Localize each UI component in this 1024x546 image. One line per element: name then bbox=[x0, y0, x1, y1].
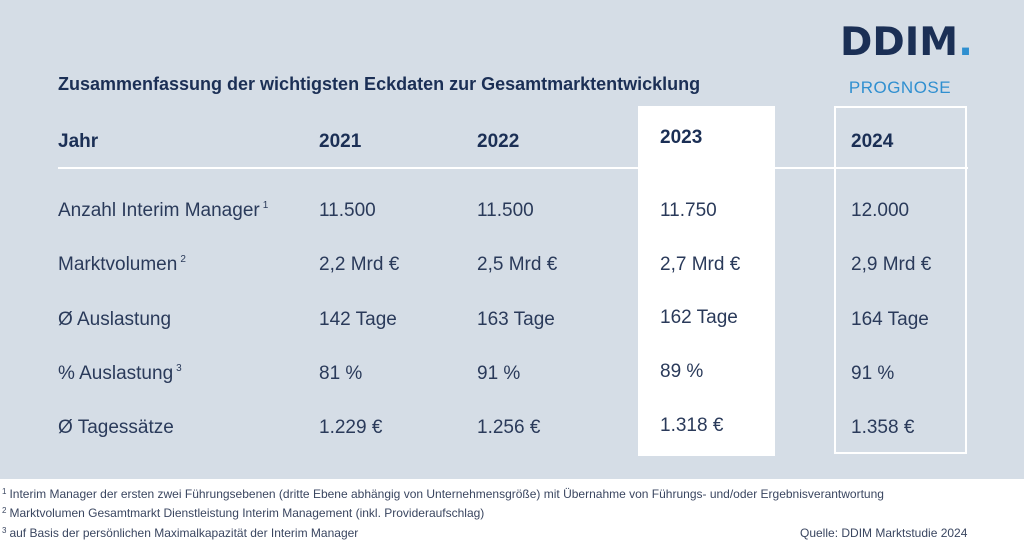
header-jahr: Jahr bbox=[58, 131, 99, 152]
table-cell: 142 Tage bbox=[319, 309, 397, 330]
footnote-mark: 1 bbox=[2, 487, 7, 496]
row-label-text: % Auslastung bbox=[58, 363, 174, 384]
footnote-1: 1 Interim Manager der ersten zwei Führung… bbox=[2, 487, 884, 501]
table-cell: 163 Tage bbox=[477, 309, 555, 330]
row-label-text: Marktvolumen bbox=[58, 254, 178, 275]
footnote-mark: 3 bbox=[2, 526, 7, 535]
table-cell: 2,2 Mrd € bbox=[319, 254, 400, 275]
row-label-marktvolumen: Marktvolumen 2 bbox=[58, 254, 186, 276]
table-cell: 1.256 € bbox=[477, 417, 541, 438]
source-note: Quelle: DDIM Marktstudie 2024 bbox=[800, 526, 968, 540]
table-cell: 2,7 Mrd € bbox=[660, 254, 741, 275]
table-cell: 11.500 bbox=[319, 200, 376, 221]
highlight-2023-column bbox=[638, 106, 775, 456]
row-label-auslastung-prozent: % Auslastung 3 bbox=[58, 363, 182, 385]
forecast-2024-frame bbox=[834, 106, 967, 454]
table-cell: 12.000 bbox=[851, 200, 910, 221]
table-cell: 89 % bbox=[660, 361, 704, 382]
footnote-ref: 1 bbox=[262, 200, 269, 211]
footnote-ref: 3 bbox=[176, 363, 182, 374]
table-cell: 2,9 Mrd € bbox=[851, 254, 932, 275]
footnote-2: 2 Marktvolumen Gesamtmarkt Dienstleistung… bbox=[2, 506, 484, 520]
table-cell: 81 % bbox=[319, 363, 363, 384]
table-cell: 1.229 € bbox=[319, 417, 383, 438]
footnote-text: Marktvolumen Gesamtmarkt Dienstleistung … bbox=[9, 506, 485, 520]
table-cell: 1.318 € bbox=[660, 415, 724, 436]
footnote-text: auf Basis der persönlichen Maximalkapazi… bbox=[9, 526, 359, 540]
summary-panel: DDIM. Zusammenfassung der wichtigsten Ec… bbox=[0, 0, 1024, 479]
header-2023: 2023 bbox=[660, 127, 703, 148]
table-cell: 11.750 bbox=[660, 200, 717, 221]
footnote-mark: 2 bbox=[2, 506, 7, 515]
row-label-interim-managers: Anzahl Interim Manager 1 bbox=[58, 200, 268, 222]
table-cell: 1.358 € bbox=[851, 417, 915, 438]
footnote-text: Interim Manager der ersten zwei Führungs… bbox=[9, 487, 884, 501]
header-divider bbox=[58, 167, 968, 169]
table-cell: 11.500 bbox=[477, 200, 534, 221]
header-2022: 2022 bbox=[477, 131, 520, 152]
page-title: Zusammenfassung der wichtigsten Eckdaten… bbox=[58, 74, 701, 94]
table-cell: 91 % bbox=[851, 363, 895, 384]
row-label-text: Anzahl Interim Manager bbox=[58, 200, 260, 221]
footnote-ref: 2 bbox=[180, 254, 186, 265]
footnote-3: 3 auf Basis der persönlichen Maximalkapaz… bbox=[2, 526, 358, 540]
table-cell: 164 Tage bbox=[851, 309, 929, 330]
table-cell: 162 Tage bbox=[660, 307, 738, 328]
header-2021: 2021 bbox=[319, 131, 362, 152]
header-2024: 2024 bbox=[851, 131, 894, 152]
table-cell: 91 % bbox=[477, 363, 521, 384]
ddim-logo: DDIM. bbox=[840, 20, 973, 65]
row-label-auslastung-tage: Ø Auslastung bbox=[58, 309, 172, 330]
row-label-tagessaetze: Ø Tagessätze bbox=[58, 417, 174, 438]
logo-dot: . bbox=[958, 20, 973, 65]
prognose-label: PROGNOSE bbox=[848, 78, 952, 97]
table-cell: 2,5 Mrd € bbox=[477, 254, 558, 275]
logo-text: DDIM bbox=[840, 20, 959, 65]
